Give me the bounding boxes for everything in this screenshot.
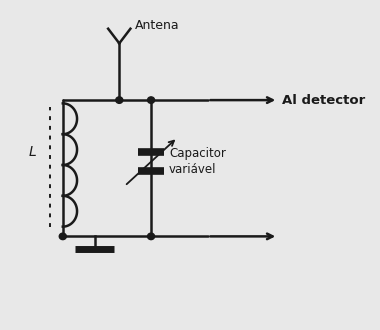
- Text: variável: variável: [169, 163, 217, 176]
- Circle shape: [59, 233, 66, 240]
- Text: Al detector: Al detector: [282, 94, 365, 107]
- Circle shape: [147, 233, 155, 240]
- Text: Capacitor: Capacitor: [169, 147, 226, 160]
- Circle shape: [147, 97, 155, 103]
- Text: L: L: [29, 145, 36, 159]
- Circle shape: [116, 97, 123, 103]
- Text: Antena: Antena: [135, 19, 180, 32]
